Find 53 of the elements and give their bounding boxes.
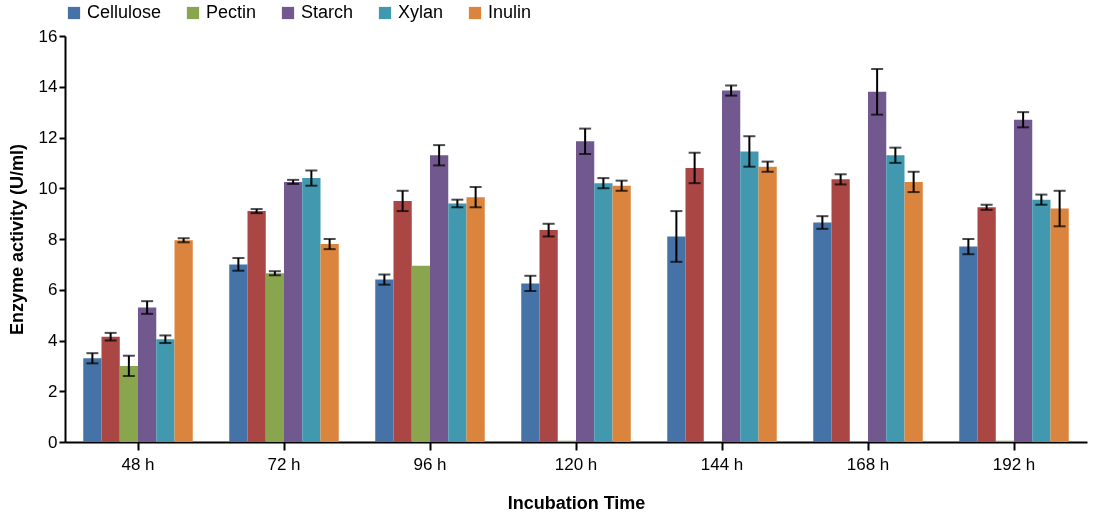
bar — [521, 283, 540, 442]
y-axis-title: Enzyme activity (U/ml) — [6, 143, 27, 336]
y-tick-label: 0 — [48, 432, 58, 452]
x-tick-label: 168 h — [846, 454, 890, 474]
bar — [229, 264, 248, 442]
bar — [722, 90, 741, 442]
x-tick-label: 96 h — [413, 454, 447, 474]
bar — [83, 358, 102, 442]
x-axis-title: Incubation Time — [507, 492, 646, 513]
bar — [375, 279, 394, 442]
bar — [576, 141, 595, 442]
y-tick-label: 4 — [48, 331, 58, 350]
legend-label: Inulin — [488, 2, 532, 22]
legend-label: Xylan — [398, 2, 444, 22]
bar — [959, 246, 978, 442]
bar — [119, 365, 138, 442]
bar — [1032, 199, 1051, 442]
bar — [685, 167, 704, 442]
y-tick-label: 6 — [48, 280, 58, 300]
y-tick-label: 10 — [38, 178, 58, 198]
x-tick-label: 120 h — [554, 454, 598, 474]
bar — [904, 181, 923, 442]
x-tick-label: 48 h — [121, 454, 155, 474]
bar — [813, 222, 832, 442]
y-tick-label: 14 — [38, 77, 58, 97]
bar — [138, 307, 157, 442]
bar — [539, 230, 558, 442]
bar — [430, 155, 449, 442]
bar — [886, 155, 905, 442]
bar — [393, 200, 412, 442]
bar — [302, 178, 321, 442]
bar — [594, 183, 613, 442]
bar — [831, 179, 850, 442]
bar — [1050, 208, 1069, 442]
bar — [740, 151, 759, 442]
legend-label: Pectin — [206, 2, 257, 22]
x-tick-label: 72 h — [267, 454, 301, 474]
bar — [758, 166, 777, 442]
legend-label: Cellulose — [87, 2, 162, 22]
bar — [411, 265, 430, 442]
y-tick-label: 2 — [48, 381, 58, 401]
bar — [466, 197, 485, 442]
bar — [320, 244, 339, 442]
y-tick-label: 12 — [38, 128, 58, 147]
bar — [1014, 119, 1033, 442]
y-tick-label: 16 — [38, 26, 58, 46]
x-tick-label: 192 h — [992, 454, 1036, 474]
bar — [667, 236, 686, 442]
legend-label: Starch — [301, 2, 354, 22]
y-tick-label: 8 — [48, 229, 58, 249]
bar — [868, 91, 887, 442]
x-tick-label: 144 h — [700, 454, 744, 474]
bar — [612, 185, 631, 442]
